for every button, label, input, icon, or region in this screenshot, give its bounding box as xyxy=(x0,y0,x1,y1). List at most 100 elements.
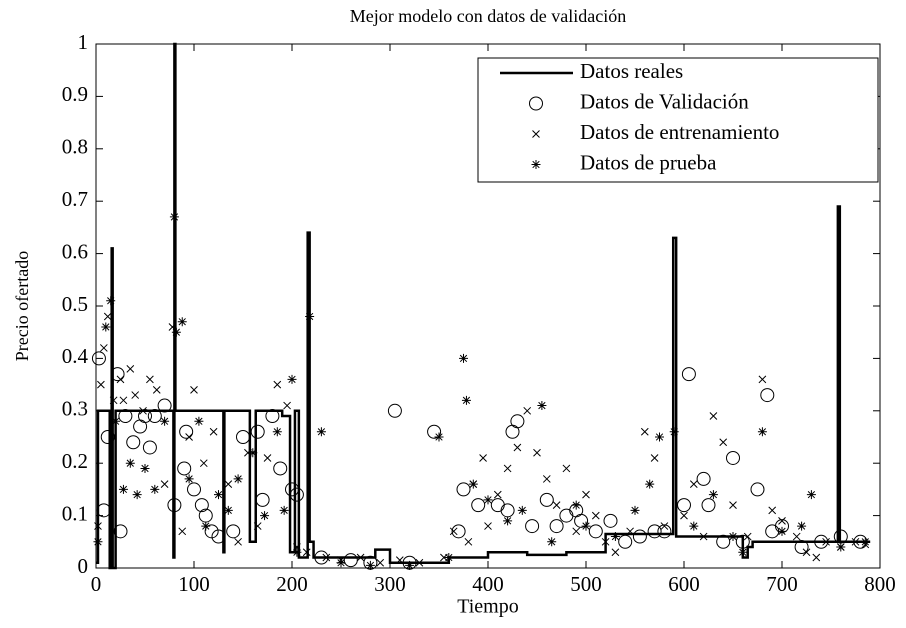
test-point xyxy=(434,432,444,442)
test-point xyxy=(160,416,170,426)
legend-marker xyxy=(532,130,540,138)
training-point xyxy=(178,527,187,536)
validation-point xyxy=(147,409,162,424)
training-point xyxy=(464,537,473,546)
validation-point xyxy=(250,424,265,439)
test-point xyxy=(689,521,699,531)
training-point xyxy=(152,385,161,394)
training-point xyxy=(209,427,218,436)
training-point xyxy=(591,511,600,520)
validation-point xyxy=(726,450,740,465)
training-point xyxy=(562,464,571,473)
test-point xyxy=(171,327,181,337)
legend-marker xyxy=(529,96,543,111)
training-point xyxy=(822,537,830,546)
training-point xyxy=(758,375,767,384)
validation-point xyxy=(211,529,226,544)
validation-point xyxy=(814,534,829,549)
y-tick-label: 0.4 xyxy=(62,344,89,368)
training-point xyxy=(415,558,424,567)
test-point xyxy=(669,427,679,437)
validation-point xyxy=(96,503,111,518)
training-point xyxy=(552,501,561,509)
validation-point xyxy=(618,534,633,549)
x-tick-label: 700 xyxy=(766,572,798,596)
training-point xyxy=(224,480,233,489)
test-point xyxy=(728,532,738,542)
validation-point xyxy=(794,540,809,555)
training-point xyxy=(168,323,177,331)
validation-point xyxy=(549,519,564,534)
validation-point xyxy=(187,482,201,497)
validation-point xyxy=(574,513,589,528)
validation-point xyxy=(647,524,662,539)
training-point xyxy=(126,365,135,373)
validation-point xyxy=(451,524,466,539)
training-point xyxy=(523,406,532,415)
validation-point xyxy=(603,513,618,528)
training-point xyxy=(199,459,208,468)
test-point xyxy=(581,521,591,531)
training-point xyxy=(719,438,728,447)
training-point xyxy=(792,532,801,541)
training-point xyxy=(253,522,262,530)
training-point xyxy=(103,312,112,321)
validation-point xyxy=(471,498,486,513)
test-point xyxy=(316,427,326,437)
validation-point xyxy=(456,482,471,497)
x-tick-label: 400 xyxy=(472,572,504,596)
training-point xyxy=(640,427,649,436)
test-point xyxy=(461,395,471,405)
training-point xyxy=(131,391,140,399)
training-point xyxy=(680,511,688,520)
validation-point xyxy=(167,498,182,513)
training-point xyxy=(503,464,512,473)
legend-marker xyxy=(531,160,541,169)
training-point xyxy=(626,527,634,536)
test-point xyxy=(248,448,258,458)
y-tick-label: 0.9 xyxy=(62,82,88,106)
test-point xyxy=(777,526,787,536)
test-point xyxy=(184,474,194,484)
test-point xyxy=(177,317,187,327)
training-point xyxy=(94,522,102,530)
test-point xyxy=(806,490,816,500)
validation-point xyxy=(539,492,554,507)
test-point xyxy=(444,553,454,563)
test-point xyxy=(223,505,233,515)
test-point xyxy=(708,490,718,500)
validation-point xyxy=(236,430,250,444)
test-point xyxy=(260,511,270,521)
training-point xyxy=(185,433,193,441)
training-point xyxy=(493,490,502,499)
training-point xyxy=(139,406,147,415)
training-point xyxy=(768,506,777,515)
test-point xyxy=(365,560,375,570)
test-point xyxy=(571,500,581,510)
x-tick-label: 300 xyxy=(374,572,406,596)
test-point xyxy=(194,416,204,426)
x-tick-label: 500 xyxy=(570,572,602,596)
legend-label: Datos de entrenamiento xyxy=(580,120,779,144)
training-point xyxy=(650,454,659,462)
y-tick-label: 0.8 xyxy=(62,135,88,159)
y-tick-label: 0.1 xyxy=(62,501,88,525)
test-point xyxy=(336,558,346,568)
training-point xyxy=(395,556,404,564)
training-point xyxy=(99,344,108,352)
test-point xyxy=(860,537,870,547)
test-point xyxy=(201,521,211,531)
validation-point xyxy=(387,403,402,418)
test-point xyxy=(132,490,142,500)
training-point xyxy=(851,537,860,546)
training-point xyxy=(812,553,821,562)
test-point xyxy=(797,521,807,531)
training-point xyxy=(611,548,620,557)
validation-point xyxy=(314,550,329,565)
test-point xyxy=(537,401,547,411)
validation-point xyxy=(194,498,209,513)
test-point xyxy=(517,505,527,515)
training-point xyxy=(109,396,118,405)
x-tick-label: 200 xyxy=(276,572,308,596)
